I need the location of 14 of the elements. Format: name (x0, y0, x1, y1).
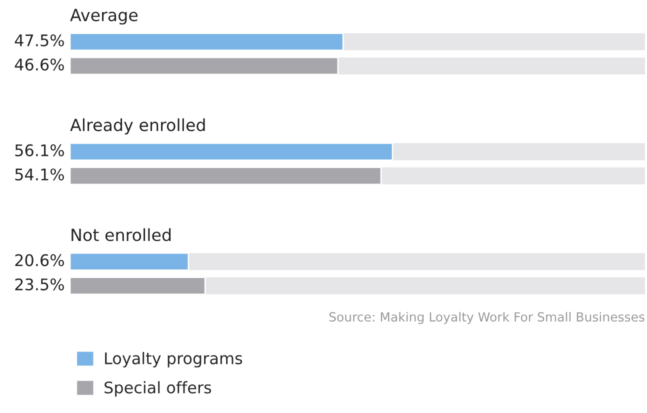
y-tick-label: Already enrolled (70, 118, 205, 134)
data-label: 20.6% (15, 254, 64, 266)
data-label: 56.1% (15, 144, 64, 156)
y-tick-label: Not enrolled (72, 228, 171, 242)
data-label: 46.6% (14, 58, 64, 71)
legend-label: Loyalty programs (105, 352, 242, 368)
bar (70, 252, 190, 271)
data-label: 47.5% (14, 34, 64, 46)
bar (70, 276, 206, 296)
legend-label: Special offers (104, 381, 212, 397)
y-tick-label: Average (70, 8, 138, 25)
source-note: Source: Making Loyalty Work For Small Businesses (329, 312, 644, 324)
data-label: 23.5% (15, 278, 64, 290)
data-label: 54.1% (15, 168, 64, 181)
